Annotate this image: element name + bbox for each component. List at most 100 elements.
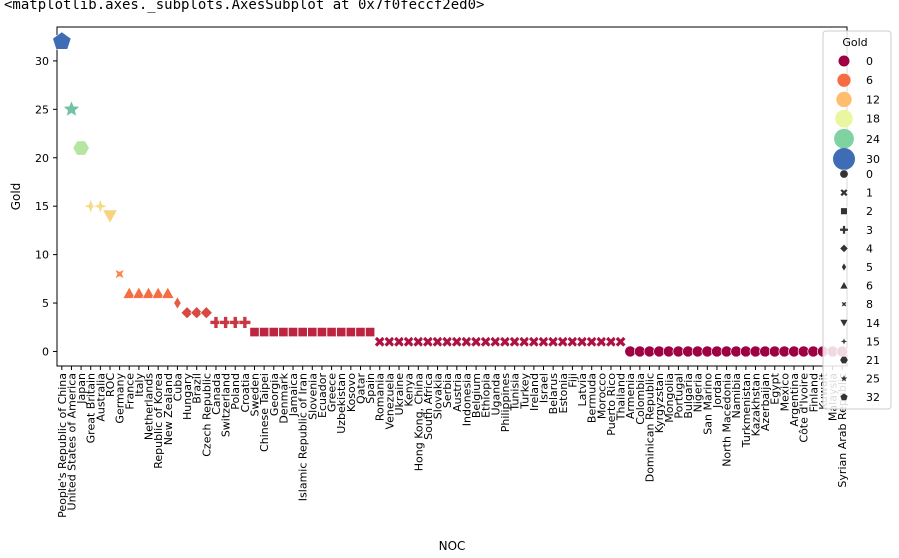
x-tick-label: Serbia [441, 373, 454, 408]
x-tick-label: Denmark [277, 372, 290, 423]
x-tick-label: South Africa [422, 373, 435, 440]
data-point [288, 327, 298, 338]
y-tick-label: 0 [42, 345, 49, 358]
x-tick-label: Spain [364, 373, 377, 404]
pentagon-icon [839, 392, 849, 401]
x-tick-label: Côte d'Ivoire [798, 373, 811, 443]
data-point [297, 327, 308, 338]
data-point [249, 327, 260, 338]
legend-style-label: 5 [866, 261, 873, 274]
data-point [585, 336, 598, 348]
data-point [614, 336, 627, 348]
legend-hue-marker [838, 55, 850, 67]
data-point [173, 296, 182, 310]
data-point [365, 327, 376, 338]
x-tick-label: Turkey [518, 373, 531, 410]
data-point [190, 306, 204, 320]
data-point [259, 327, 270, 338]
x-tick-label: Poland [229, 373, 242, 410]
data-point [151, 286, 165, 299]
thin-diamond-icon [841, 262, 847, 272]
x-tick-label: Israel [538, 373, 551, 403]
x-tick-label: Morocco [595, 373, 608, 419]
y-tick-label: 5 [42, 297, 49, 310]
x-tick-label: Argentina [788, 373, 801, 427]
x-tick-label: Slovakia [432, 373, 445, 419]
x-tick-label: Puerto Rico [605, 373, 618, 436]
x-tick-label: Switzerland [220, 373, 233, 437]
plot-border [56, 26, 848, 367]
x-tick-label: Estonia [557, 373, 570, 414]
legend-style-label: 8 [866, 298, 873, 311]
data-point [238, 316, 252, 329]
x-tick-label: Republic of Korea [152, 373, 165, 469]
x-tick-label: Japan [75, 373, 88, 405]
tilted-x-icon [840, 300, 848, 308]
y-tick-label: 10 [35, 249, 49, 262]
legend-hue-label: 6 [866, 74, 873, 87]
data-point [489, 336, 502, 348]
legend-hue-marker [834, 128, 854, 149]
data-point [576, 336, 588, 348]
x-tick-label: Jamaica [287, 373, 300, 417]
x-tick-label: France [123, 373, 136, 410]
legend-style-label: 6 [866, 280, 873, 293]
star-icon [839, 373, 849, 383]
legend-hue-label: 12 [866, 93, 880, 106]
x-tick-label: United States of America [65, 373, 78, 510]
y-tick-label: 30 [35, 55, 49, 68]
x-tick-label: Ukraine [393, 373, 406, 416]
data-point [209, 316, 223, 329]
x-tick-label: Croatia [239, 373, 252, 413]
data-point [82, 197, 100, 215]
data-point [537, 336, 550, 348]
x-tick-label: Canada [210, 373, 223, 415]
legend-style-label: 21 [866, 354, 880, 367]
legend-hue-label: 0 [866, 55, 873, 68]
x-tick-label: Romania [374, 373, 387, 421]
output-repr-text: <matplotlib.axes._subplots.AxesSubplot a… [4, 0, 485, 13]
x-tick-label: Belarus [547, 373, 560, 415]
data-point [479, 336, 492, 348]
x-tick-label: Namibia [730, 373, 743, 419]
x-tick-label: Indonesia [460, 373, 473, 426]
x-tick-label: Bulgaria [682, 373, 695, 419]
x-tick-label: Fiji [566, 373, 579, 388]
legend-hue-label: 18 [866, 113, 880, 126]
data-point [566, 336, 579, 348]
data-point [307, 327, 318, 338]
x-tick-label: Netherlands [143, 373, 156, 440]
x-tick-label: ROC [104, 373, 117, 397]
y-tick-label: 15 [35, 200, 49, 213]
legend-title: Gold [842, 36, 867, 49]
data-point [229, 316, 242, 329]
plot-frame [56, 26, 848, 367]
data-point [518, 336, 531, 348]
data-point [336, 327, 347, 338]
x-tick-label: Islamic Republic of Iran [297, 373, 310, 501]
data-point [72, 140, 90, 156]
x-tick-label: Ethiopia [480, 373, 493, 418]
x-tick-label: Australia [94, 373, 107, 422]
x-tick-label: Ireland [528, 373, 541, 411]
x-tick-label: People's Republic of China [56, 373, 69, 518]
data-point [508, 336, 521, 348]
circle-icon [839, 169, 849, 179]
data-point [326, 327, 337, 338]
x-tick-label: Belgium [470, 373, 483, 418]
x-axis-label: NOC [439, 539, 466, 553]
x-tick-label: Portugal [672, 373, 685, 419]
data-point [470, 336, 482, 348]
x-tick-label: Slovenia [306, 373, 319, 420]
plus-icon [839, 225, 849, 235]
legend-style-label: 25 [866, 373, 880, 386]
x-tick-label: Georgia [268, 373, 281, 416]
x-tick-label: Kazakhstan [749, 373, 762, 436]
x-tick-label: Kyrgyzstan [653, 373, 666, 433]
x-tick-label: Austria [451, 373, 464, 412]
triangle-down-icon [839, 319, 849, 328]
x-tick-label: Germany [114, 373, 127, 424]
x-tick-label: Great Britain [85, 373, 98, 443]
legend-hue-marker [835, 109, 853, 128]
